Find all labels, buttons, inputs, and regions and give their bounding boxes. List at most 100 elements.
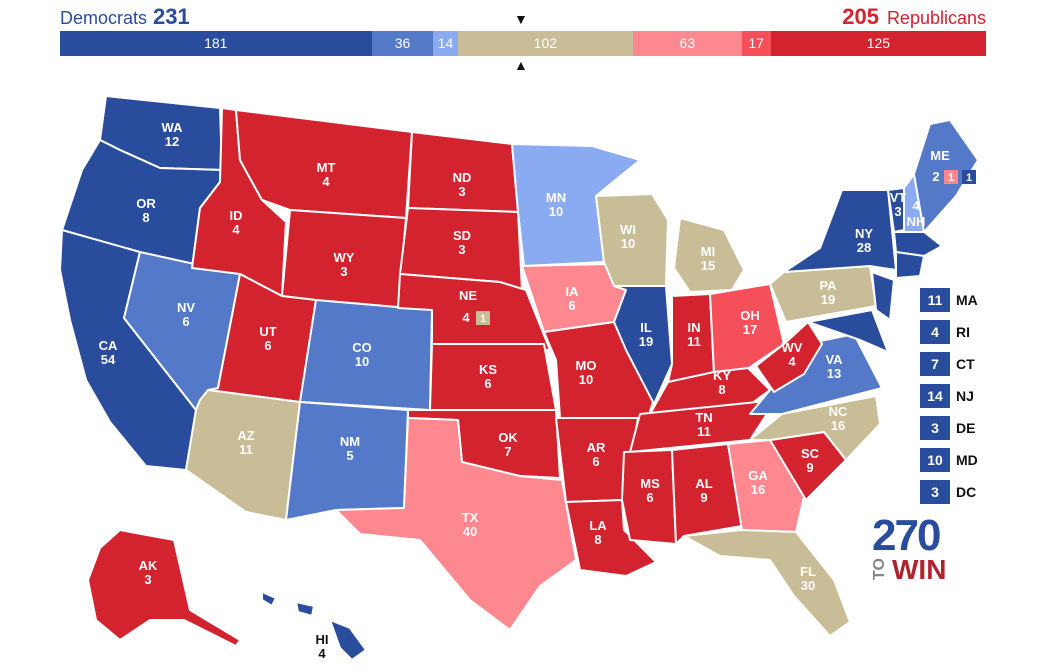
small-state-abbr: DC (956, 484, 977, 500)
state-il[interactable] (613, 285, 673, 405)
al-label: AL (695, 476, 712, 491)
bar-segment-safe-r[interactable]: 125 (770, 31, 986, 56)
state-md[interactable] (807, 309, 889, 353)
small-state-nj[interactable]: 14 NJ (920, 384, 990, 408)
state-ma[interactable] (893, 231, 943, 257)
hi-label: HI (316, 632, 329, 647)
small-state-ev-box: 3 (920, 480, 950, 504)
wv-ev: 4 (788, 354, 796, 369)
ak-ev: 3 (144, 572, 151, 587)
nh-ev: 4 (912, 198, 920, 213)
sd-label: SD (453, 228, 471, 243)
state-oh[interactable] (709, 283, 785, 373)
tipping-point-bottom-arrow-icon: ▲ (514, 57, 528, 73)
tx-ev: 40 (463, 524, 477, 539)
co-ev: 10 (355, 354, 369, 369)
democrats-label: Democrats (60, 8, 148, 28)
state-al[interactable] (671, 443, 743, 545)
nm-label: NM (340, 434, 360, 449)
state-ny[interactable] (783, 189, 897, 273)
small-state-ev-box: 10 (920, 448, 950, 472)
small-state-list: 11 MA 4 RI 7 CT 14 NJ 3 DE 10 MD 3 DC (920, 288, 990, 512)
ar-label: AR (587, 440, 606, 455)
small-state-abbr: CT (956, 356, 975, 372)
ga-ev: 16 (751, 482, 765, 497)
democrats-header: Democrats 231 (60, 4, 190, 30)
ne-label: NE (459, 288, 477, 303)
nv-ev: 6 (182, 314, 189, 329)
hi-ev: 4 (318, 646, 326, 661)
small-state-ri[interactable]: 4 RI (920, 320, 990, 344)
mo-ev: 10 (579, 372, 593, 387)
mt-ev: 4 (322, 174, 330, 189)
oh-label: OH (740, 308, 760, 323)
bar-segment-safe-d[interactable]: 181 (60, 31, 372, 56)
state-ms[interactable] (621, 449, 677, 545)
ut-ev: 6 (264, 338, 271, 353)
in-ev: 11 (687, 334, 701, 349)
sc-label: SC (801, 446, 820, 461)
bar-segment-lean-d[interactable]: 14 (433, 31, 458, 56)
state-fl[interactable] (683, 529, 851, 637)
ky-label: KY (713, 368, 731, 383)
va-label: VA (825, 352, 843, 367)
small-state-abbr: MA (956, 292, 978, 308)
state-labels: WA 12 OR 8 CA 54 NV 6 ID 4 MT 4 WY 3 UT … (99, 120, 950, 593)
la-ev: 8 (594, 532, 601, 547)
state-tx[interactable] (335, 417, 577, 631)
logo-to: TO (871, 558, 888, 580)
bar-segment-tossup[interactable]: 102 (457, 31, 634, 56)
ks-label: KS (479, 362, 497, 377)
wa-label: WA (162, 120, 184, 135)
state-ct[interactable] (895, 251, 925, 279)
vt-ev: 3 (894, 204, 901, 219)
tx-label: TX (462, 510, 479, 525)
state-ks[interactable] (429, 343, 557, 411)
pa-label: PA (819, 278, 837, 293)
small-state-ev-box: 3 (920, 416, 950, 440)
bar-segment-lean-r[interactable]: 63 (633, 31, 742, 56)
state-nj[interactable] (871, 271, 895, 321)
small-state-ma[interactable]: 11 MA (920, 288, 990, 312)
ia-label: IA (566, 284, 580, 299)
small-state-de[interactable]: 3 DE (920, 416, 990, 440)
republicans-header: 205 Republicans (842, 4, 986, 30)
small-state-ev-box: 7 (920, 352, 950, 376)
ms-ev: 6 (646, 490, 653, 505)
me-district-box-1[interactable] (944, 170, 958, 184)
nc-ev: 16 (831, 418, 845, 433)
mt-label: MT (317, 160, 336, 175)
ks-ev: 6 (484, 376, 491, 391)
state-hi[interactable] (261, 591, 367, 661)
tn-ev: 11 (697, 424, 711, 439)
co-label: CO (352, 340, 372, 355)
ga-label: GA (748, 468, 768, 483)
bar-segment-likely-d[interactable]: 36 (371, 31, 434, 56)
me-district-ev-1: 1 (948, 172, 954, 184)
small-state-abbr: NJ (956, 388, 974, 404)
hi-labels: HI 4 (316, 632, 329, 661)
or-label: OR (136, 196, 156, 211)
me-label: ME (930, 148, 950, 163)
state-ak[interactable] (87, 529, 241, 647)
me-district-box-2[interactable] (962, 170, 976, 184)
small-state-abbr: RI (956, 324, 970, 340)
270towin-logo[interactable]: 270 TO WIN (871, 514, 952, 584)
il-ev: 19 (639, 334, 653, 349)
wy-label: WY (334, 250, 355, 265)
small-state-md[interactable]: 10 MD (920, 448, 990, 472)
small-state-dc[interactable]: 3 DC (920, 480, 990, 504)
state-wv[interactable] (755, 321, 823, 393)
democrats-total: 231 (153, 4, 190, 29)
state-nc[interactable] (749, 395, 881, 461)
small-state-abbr: DE (956, 420, 976, 436)
bar-segment-likely-r[interactable]: 17 (741, 31, 771, 56)
ok-label: OK (498, 430, 518, 445)
ne-ev: 4 (462, 310, 470, 325)
small-state-ct[interactable]: 7 CT (920, 352, 990, 376)
fl-label: FL (800, 564, 816, 579)
az-ev: 11 (239, 442, 253, 457)
ne-district-box[interactable] (476, 311, 490, 325)
fl-ev: 30 (801, 578, 815, 593)
